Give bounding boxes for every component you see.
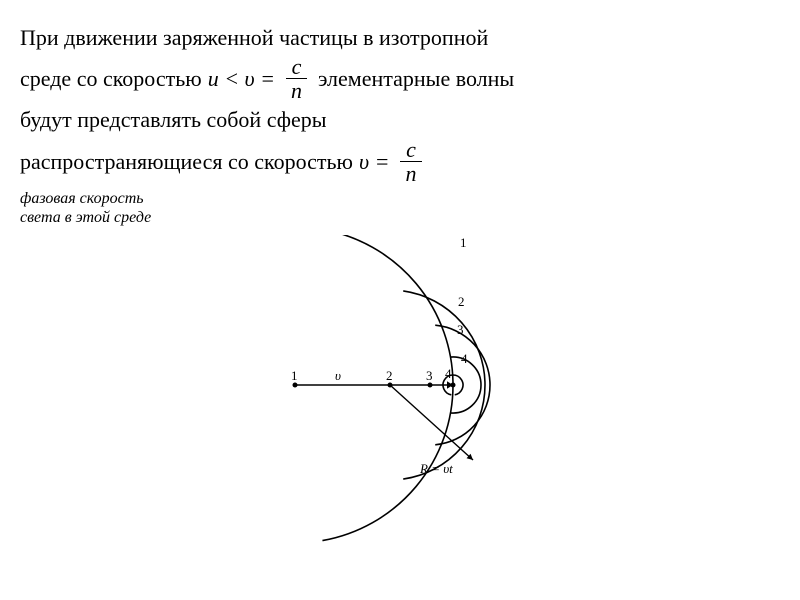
note-line1: фазовая скорость — [20, 189, 780, 208]
text-line2b: элементарные волны — [318, 61, 514, 96]
svg-text:2: 2 — [458, 294, 465, 309]
wavefront-diagram: 12341234υ⃗R = υt — [20, 235, 780, 565]
physics-text-block: При движении заряженной частицы в изотро… — [20, 20, 780, 227]
footnote: фазовая скорость света в этой среде — [20, 189, 780, 227]
formula2-den: n — [399, 162, 422, 185]
text-line1: При движении заряженной частицы в изотро… — [20, 20, 488, 55]
line-4: распространяющиеся со скоростью υ = c n — [20, 138, 780, 185]
svg-text:4: 4 — [445, 366, 452, 381]
svg-text:1: 1 — [291, 368, 298, 383]
svg-text:2: 2 — [386, 368, 393, 383]
svg-text:4: 4 — [461, 351, 468, 366]
svg-text:3: 3 — [457, 322, 464, 337]
formula1-num: c — [286, 55, 308, 79]
line-2: среде со скоростью u < υ = c n элементар… — [20, 55, 780, 102]
text-line4a: распространяющиеся со скоростью — [20, 144, 353, 179]
formula1-lhs: u < υ = — [208, 61, 275, 96]
formula1-den: n — [285, 79, 308, 102]
note-line2: света в этой среде — [20, 208, 780, 227]
line-3: будут представлять собой сферы — [20, 102, 780, 137]
svg-text:υ⃗: υ⃗ — [335, 368, 351, 383]
text-line2a: среде со скоростью — [20, 61, 202, 96]
formula2-num: c — [400, 138, 422, 162]
formula2-lhs: υ = — [359, 144, 389, 179]
diagram-svg: 12341234υ⃗R = υt — [235, 235, 565, 565]
svg-text:R = υt: R = υt — [419, 461, 453, 476]
formula2-fraction: c n — [399, 138, 422, 185]
line-1: При движении заряженной частицы в изотро… — [20, 20, 780, 55]
svg-text:3: 3 — [426, 368, 433, 383]
text-line3: будут представлять собой сферы — [20, 102, 327, 137]
svg-text:1: 1 — [460, 235, 467, 250]
formula1-fraction: c n — [285, 55, 308, 102]
